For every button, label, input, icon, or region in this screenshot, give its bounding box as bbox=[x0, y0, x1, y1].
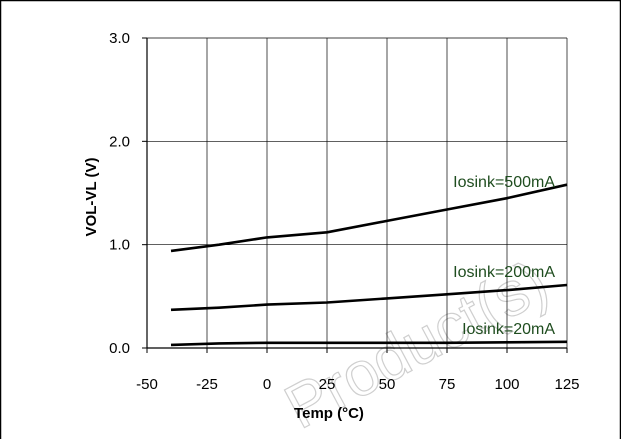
x-tick-label: 50 bbox=[379, 376, 396, 393]
x-tick-label: 100 bbox=[494, 376, 519, 393]
x-tick-label: 125 bbox=[554, 376, 579, 393]
y-tick-label: 0.0 bbox=[109, 340, 130, 357]
y-tick-label: 2.0 bbox=[109, 133, 130, 150]
x-tick-label: 0 bbox=[263, 376, 271, 393]
series-label-2: Iosink=20mA bbox=[462, 321, 555, 338]
x-tick-label: -25 bbox=[196, 376, 218, 393]
plot-area: -50 -25 0 25 50 75 100 125 0.0 1.0 2.0 3.0 Iosink=50… bbox=[109, 30, 579, 393]
x-tick-label: -50 bbox=[136, 376, 158, 393]
y-axis-title: VOL-VL (V) bbox=[83, 158, 100, 237]
x-tick-label: 75 bbox=[439, 376, 456, 393]
x-tick-label: 25 bbox=[319, 376, 336, 393]
y-tick-label: 1.0 bbox=[109, 237, 130, 254]
series-line-0 bbox=[170, 183, 568, 253]
series-label-1: Iosink=200mA bbox=[453, 264, 555, 281]
series-label-0: Iosink=500mA bbox=[453, 174, 555, 191]
x-axis-title: Temp (°C) bbox=[294, 405, 364, 422]
y-tick-label: 3.0 bbox=[109, 30, 130, 47]
series-line-1 bbox=[170, 283, 568, 312]
series-line-2 bbox=[170, 340, 568, 347]
